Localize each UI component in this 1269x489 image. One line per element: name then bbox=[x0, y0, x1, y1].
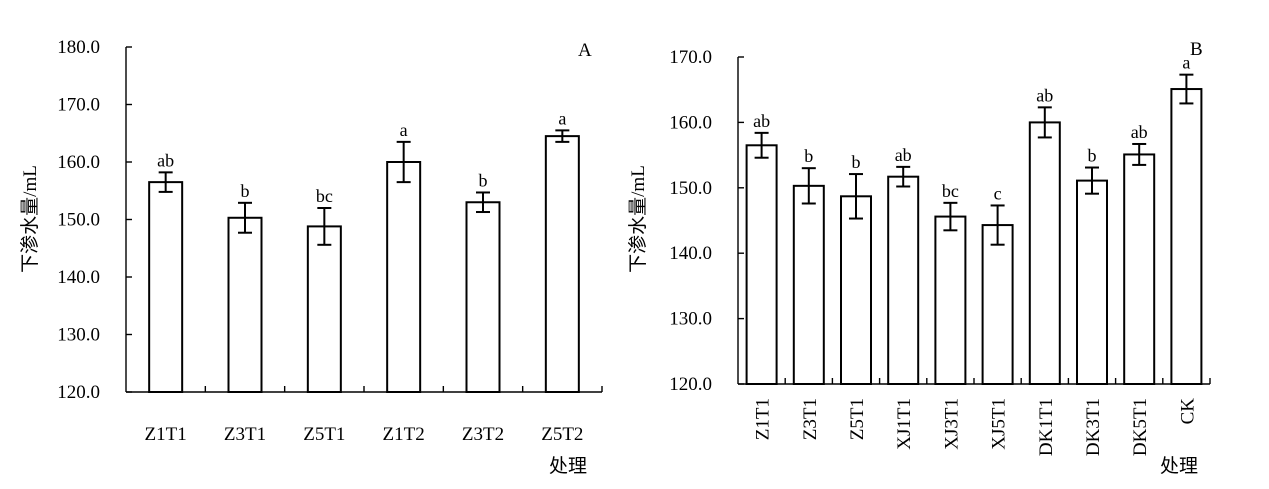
bar-DK1T1 bbox=[1028, 121, 1061, 386]
category-label: Z1T1 bbox=[145, 424, 187, 445]
y-axis-title: 下渗水量/mL bbox=[19, 165, 41, 273]
y-tick-label: 140.0 bbox=[57, 267, 100, 288]
significance-label: ab bbox=[157, 150, 174, 170]
y-tick-label: 130.0 bbox=[57, 325, 100, 346]
chart-panel-b: 120.0130.0140.0150.0160.0170.0abZ1T1bZ3T… bbox=[627, 39, 1211, 477]
category-label: DK5T1 bbox=[1130, 398, 1151, 456]
significance-label: b bbox=[1088, 146, 1097, 166]
category-label: Z5T1 bbox=[847, 398, 868, 440]
bar-XJ1T1 bbox=[887, 175, 920, 385]
significance-label: ab bbox=[1131, 122, 1148, 142]
bar-DK5T1 bbox=[1123, 153, 1156, 385]
bar-Z5T1 bbox=[306, 225, 342, 393]
significance-label: a bbox=[1182, 53, 1190, 73]
category-label: Z3T2 bbox=[462, 424, 504, 445]
panel-label: A bbox=[578, 40, 592, 61]
y-tick-label: 150.0 bbox=[669, 178, 712, 199]
bar-Z3T1 bbox=[227, 216, 263, 393]
category-label: XJ5T1 bbox=[989, 398, 1010, 450]
y-tick-label: 130.0 bbox=[669, 309, 712, 330]
bar-Z1T2 bbox=[386, 161, 422, 393]
category-label: DK1T1 bbox=[1036, 398, 1057, 456]
y-tick-label: 160.0 bbox=[57, 152, 100, 173]
significance-label: ab bbox=[895, 145, 912, 165]
bar-Z3T2 bbox=[465, 201, 501, 393]
significance-label: b bbox=[479, 170, 488, 190]
significance-label: b bbox=[804, 146, 813, 166]
x-axis-title: 处理 bbox=[1160, 455, 1198, 477]
bar-Z5T1 bbox=[840, 195, 872, 385]
significance-label: a bbox=[400, 120, 408, 140]
significance-label: bc bbox=[316, 186, 333, 206]
significance-label: a bbox=[558, 108, 566, 128]
significance-label: b bbox=[852, 152, 861, 172]
category-label: Z1T2 bbox=[383, 424, 425, 445]
y-axis-title: 下渗水量/mL bbox=[627, 165, 649, 273]
category-label: CK bbox=[1177, 398, 1198, 425]
bar-XJ5T1 bbox=[981, 224, 1014, 385]
category-label: Z1T1 bbox=[753, 398, 774, 440]
significance-label: ab bbox=[753, 111, 770, 131]
category-label: Z3T1 bbox=[224, 424, 266, 445]
bar-CK bbox=[1170, 88, 1203, 386]
y-tick-label: 170.0 bbox=[669, 47, 712, 68]
chart-panel-a: 120.0130.0140.0150.0160.0170.0180.0abZ1T… bbox=[19, 37, 603, 477]
y-tick-label: 120.0 bbox=[57, 382, 100, 403]
bar-XJ3T1 bbox=[934, 215, 967, 385]
bar-Z1T1 bbox=[148, 181, 184, 393]
significance-label: ab bbox=[1036, 85, 1053, 105]
panel-label: B bbox=[1190, 39, 1203, 60]
y-tick-label: 120.0 bbox=[669, 374, 712, 395]
x-axis-title: 处理 bbox=[549, 455, 587, 477]
y-tick-label: 140.0 bbox=[669, 243, 712, 264]
category-label: XJ3T1 bbox=[941, 398, 962, 450]
category-label: XJ1T1 bbox=[894, 398, 915, 450]
significance-label: bc bbox=[942, 181, 959, 201]
y-tick-label: 170.0 bbox=[57, 95, 100, 116]
category-label: Z5T2 bbox=[541, 424, 583, 445]
category-label: Z5T1 bbox=[303, 424, 345, 445]
y-tick-label: 180.0 bbox=[57, 37, 100, 58]
y-tick-label: 150.0 bbox=[57, 210, 100, 231]
category-label: DK3T1 bbox=[1083, 398, 1104, 456]
significance-label: c bbox=[994, 183, 1002, 203]
category-label: Z3T1 bbox=[800, 398, 821, 440]
significance-label: b bbox=[241, 181, 250, 201]
bar-Z5T2 bbox=[544, 135, 580, 393]
bar-Z1T1 bbox=[745, 144, 778, 385]
bar-DK3T1 bbox=[1076, 179, 1108, 385]
y-tick-label: 160.0 bbox=[669, 112, 712, 133]
bar-Z3T1 bbox=[792, 184, 825, 385]
